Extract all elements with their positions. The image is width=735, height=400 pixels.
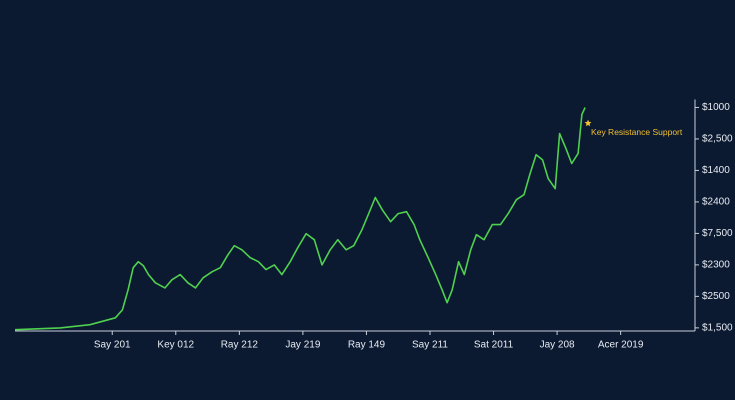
y-tick-label: $2300: [702, 260, 730, 271]
y-tick-label: $2500: [702, 291, 730, 302]
y-tick-label: $7,500: [702, 228, 733, 239]
x-tick-label: Ray 212: [221, 340, 259, 351]
x-tick-label: Key 012: [157, 340, 194, 351]
y-tick-label: $2400: [702, 197, 730, 208]
x-tick-label: Sat 2011: [474, 340, 514, 351]
price-line: [14, 107, 586, 331]
x-tick-label: Jay 208: [540, 340, 575, 351]
y-tick-label: $1,500: [702, 322, 733, 333]
x-tick-label: Acer 2019: [598, 340, 644, 351]
y-tick-label: $1000: [702, 102, 730, 113]
x-tick-label: Jay 219: [285, 340, 320, 351]
annotation-text: Key Resistance Support: [591, 127, 683, 137]
x-tick-label: Say 211: [412, 340, 448, 351]
y-tick-label: $2,500: [702, 134, 733, 145]
x-tick-label: Ray 149: [348, 340, 386, 351]
annotation-marker: [584, 119, 592, 127]
x-tick-label: Say 201: [94, 340, 131, 351]
y-tick-label: $1400: [702, 165, 730, 176]
